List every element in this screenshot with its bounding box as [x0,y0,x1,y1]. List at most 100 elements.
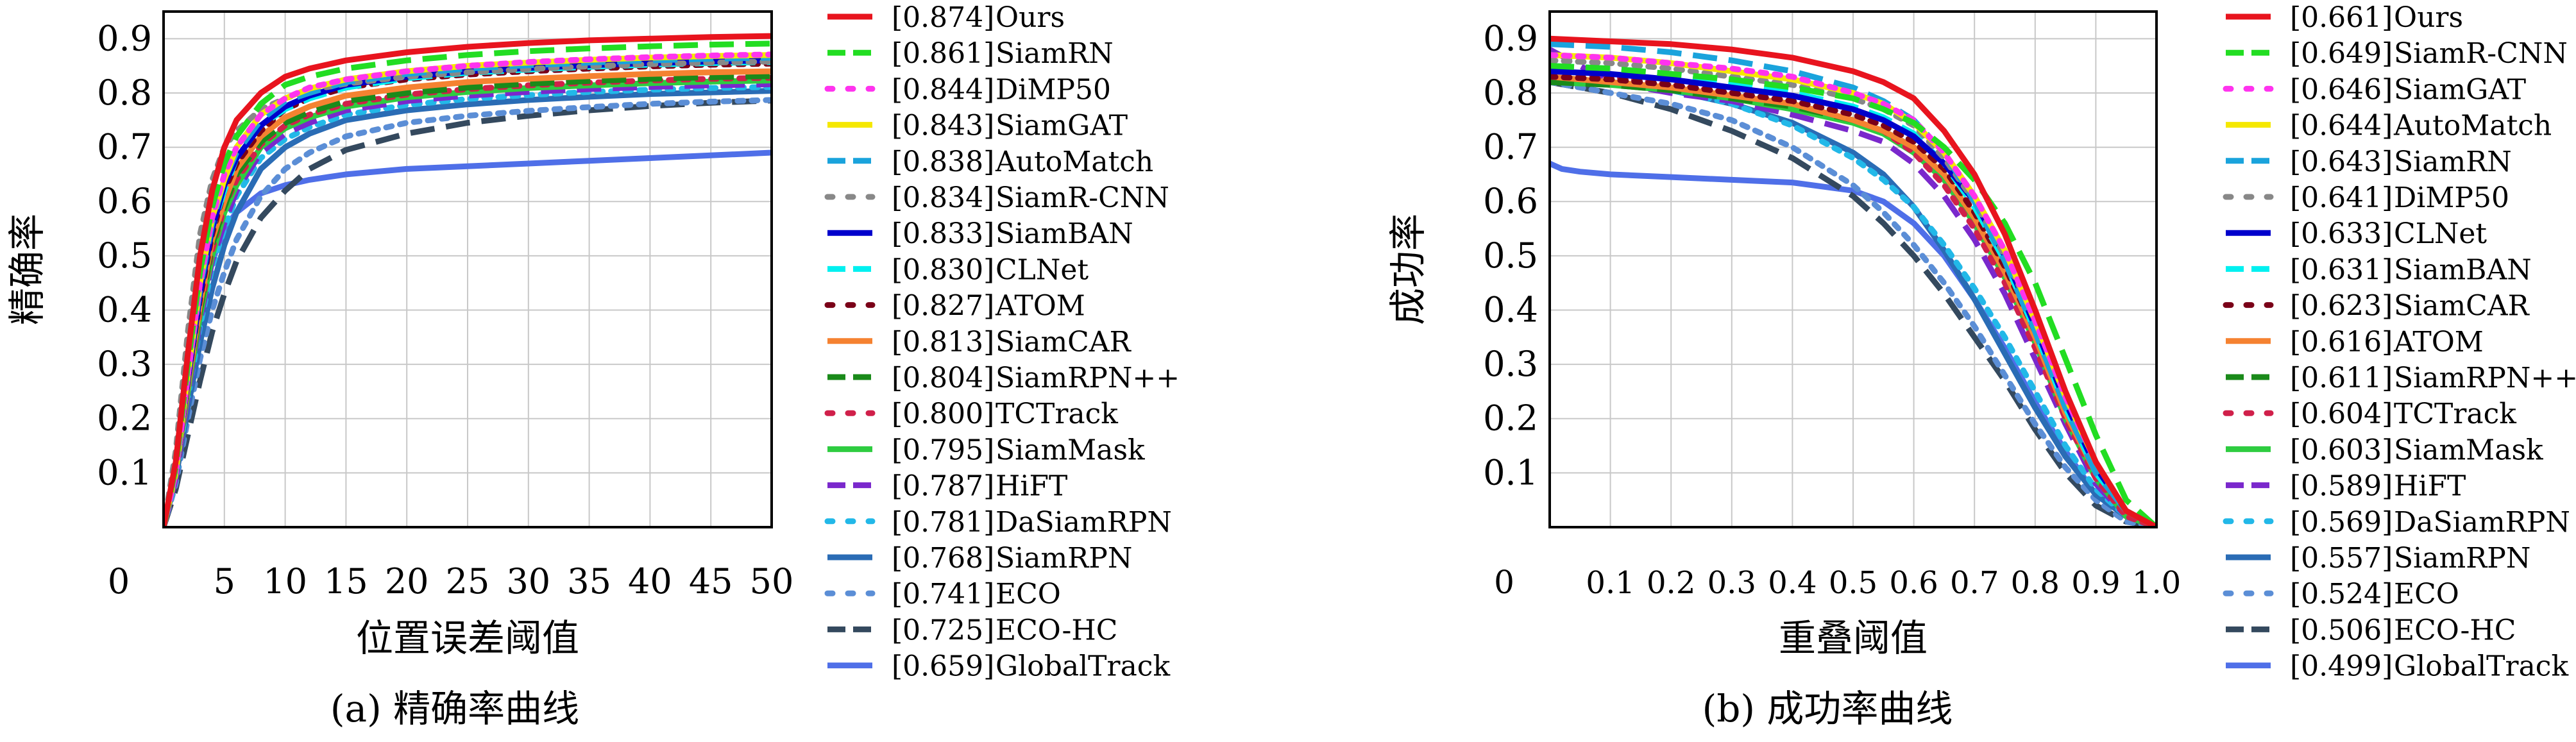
legend-label: SiamRPN [996,542,1132,575]
legend-score: [0.800] [892,398,994,430]
x-tick-label: 25 [446,561,490,602]
legend-label: AutoMatch [995,146,1153,178]
legend-score: [0.604] [2290,398,2393,430]
legend-entry: [0.569] DaSiamRPN [2223,506,2570,539]
legend-score: [0.833] [892,217,994,250]
legend-entry: [0.725] ECO-HC [827,614,1117,646]
legend-score: [0.741] [892,578,994,611]
legend-label: CLNet [996,253,1089,286]
legend-label: ECO-HC [996,614,1117,646]
legend-entry: [0.643] SiamRN [2226,146,2512,178]
legend-entry: [0.661] Ours [2226,1,2463,34]
legend-label: GlobalTrack [996,650,1170,683]
x-tick-labels: 0.1 0.2 0.3 0.4 0.5 0.6 0.7 0.8 0.9 1.0 [1586,565,2181,601]
legend-label: ATOM [2393,326,2484,358]
legend-entry: [0.800] TCTrack [824,398,1118,430]
legend-entry: [0.631] SiamBAN [2226,253,2532,286]
x-tick-label: 0.6 [1889,565,1938,601]
legend-label: SiamBAN [2394,253,2532,286]
series-line-ours [164,33,772,527]
legend-score: [0.861] [892,37,994,70]
x-tick-label: 0.1 [1586,565,1634,601]
plot-frame [162,10,773,528]
legend-score: [0.649] [2290,37,2393,70]
legend-label: ECO-HC [2394,614,2516,646]
legend-entry: [0.804] SiamRPN++ [827,362,1180,394]
legend-score: [0.611] [2290,362,2393,394]
x-tick-label: 35 [567,561,611,602]
legend-label: SiamMask [996,434,1145,466]
legend-label: SiamGAT [996,110,1128,142]
grid-lines [1550,12,2157,527]
legend-label: Ours [2394,1,2463,34]
legend-score: [0.804] [892,362,994,394]
plot-area [1550,35,2157,527]
x-tick-label: 50 [750,561,794,602]
legend-entry: [0.843] SiamGAT [827,110,1128,142]
legend-score: [0.874] [892,1,994,34]
legend-score: [0.659] [892,650,994,683]
legend-score: [0.838] [892,146,994,178]
legend-label: Ours [996,1,1065,34]
y-tick-label: 0.7 [1483,127,1538,167]
chart-caption: (a) 精确率曲线 [330,687,579,730]
legend-score: [0.623] [2290,290,2393,323]
y-tick-label: 0.4 [1483,289,1538,330]
legend-entry: [0.844] DiMP50 [824,73,1111,106]
y-tick-label: 0.6 [1483,181,1538,221]
legend-entry: [0.506] ECO-HC [2226,614,2516,646]
series-line-siamrpn [164,88,772,527]
legend-entry: [0.830] CLNet [827,253,1089,286]
legend-entry: [0.795] SiamMask [827,434,1145,466]
legend-score: [0.781] [892,506,994,539]
legend-score: [0.569] [2290,506,2393,539]
legend-label: SiamGAT [2394,73,2526,106]
legend-entry: [0.604] TCTrack [2223,398,2516,430]
legend-label: HiFT [996,470,1067,503]
x-tick-label: 15 [324,561,368,602]
y-tick-label: 0.2 [97,398,152,439]
y-tick-label: 0.5 [97,235,152,276]
y-tick-label: 0.8 [97,72,152,113]
legend-score: [0.813] [892,326,994,358]
legend-entry: [0.649] SiamR-CNN [2226,37,2568,70]
y-tick-label: 0.6 [97,181,152,221]
legend-entry: [0.838] AutoMatch [827,146,1153,178]
series-lines [164,33,772,527]
x-tick-label: 0.7 [1950,565,1999,601]
series-line-siamrn [164,40,772,527]
legend-score: [0.787] [892,470,994,503]
legend-entry: [0.524] ECO [2223,578,2459,611]
y-tick-label: 0.5 [1483,235,1538,276]
y-tick-label: 0.8 [1483,72,1538,113]
precision-chart: 0.1 0.2 0.3 0.4 0.5 0.6 0.7 0.8 0.9 0 5 10 15 20 25 30… [5,1,1180,730]
legend-entry: [0.787] HiFT [827,470,1067,503]
plot-area [164,33,772,527]
legend-label: HiFT [2394,470,2466,503]
y-tick-label: 0.9 [97,18,152,58]
legend-entry: [0.834] SiamR-CNN [824,181,1169,214]
legend-entry: [0.616] ATOM [2226,326,2484,358]
y-tick-label: 0.9 [1483,18,1538,58]
x-tick-label: 45 [689,561,733,602]
legend-label: SiamBAN [996,217,1133,250]
legend-score: [0.768] [892,542,994,575]
series-line-eco-hc [164,97,772,527]
legend-entry: [0.611] SiamRPN++ [2226,362,2576,394]
legend-label: DiMP50 [2394,181,2509,214]
y-tick-label: 0.3 [1483,344,1538,384]
legend-label: AutoMatch [2393,110,2552,142]
legend-score: [0.506] [2290,614,2393,646]
x-tick-label: 0.4 [1768,565,1817,601]
y-axis-label: 成功率 [1386,214,1430,325]
x-tick-label: 20 [385,561,429,602]
x-tick-label: 10 [263,561,307,602]
legend-label: SiamRN [2394,146,2512,178]
legend-label: SiamRPN [2394,542,2530,575]
legend-entry: [0.603] SiamMask [2226,434,2543,466]
legend-entry: [0.557] SiamRPN [2226,542,2530,575]
legend-label: SiamRN [996,37,1114,70]
legend-entry: [0.589] HiFT [2226,470,2466,503]
x-tick-label: 0.9 [2071,565,2120,601]
x-tick-label: 5 [214,561,235,602]
